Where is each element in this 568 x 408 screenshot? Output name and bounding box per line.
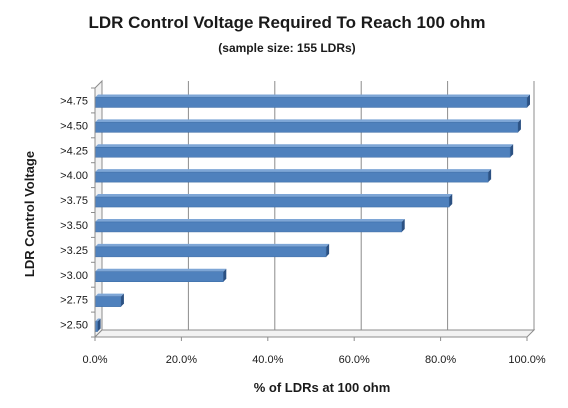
bar (94, 97, 528, 108)
x-tick-label: 100.0% (508, 354, 546, 366)
y-tick-label: >3.50 (60, 220, 88, 232)
bar-side (97, 318, 101, 332)
bar (94, 221, 402, 233)
x-tick-label: 80.0% (425, 354, 456, 366)
bar (94, 147, 511, 158)
bar-top (95, 169, 492, 173)
bar-side (449, 194, 453, 208)
bar (94, 296, 122, 307)
chart-subtitle: (sample size: 155 LDRs) (218, 41, 355, 55)
x-tick-label: 0.0% (82, 354, 107, 366)
chart-title: LDR Control Voltage Required To Reach 10… (88, 13, 485, 32)
bar-top (95, 318, 101, 322)
bar-top (95, 194, 453, 198)
bar-side (223, 268, 227, 282)
y-tick-label: >2.50 (60, 320, 88, 332)
x-axis-floor (93, 329, 536, 338)
y-tick-label: >2.75 (60, 295, 88, 307)
bar (94, 246, 327, 258)
y-tick-label: >3.75 (60, 195, 88, 207)
bar (94, 271, 224, 282)
bar-side (401, 218, 405, 232)
bar-side (120, 293, 124, 307)
y-tick-label: >3.00 (60, 270, 88, 282)
x-tick-label: 20.0% (166, 354, 197, 366)
x-tick-label: 60.0% (339, 354, 370, 366)
bar-top (95, 218, 405, 222)
bar-top (95, 293, 124, 297)
bar-top (95, 119, 521, 123)
bar (94, 122, 519, 133)
bar-side (527, 94, 530, 108)
bar-side (510, 144, 514, 158)
x-axis-title: % of LDRs at 100 ohm (254, 380, 391, 395)
y-tick-label: >4.50 (60, 120, 88, 132)
bar-top (95, 94, 530, 98)
bar-side (517, 119, 521, 133)
bar-top (95, 268, 227, 272)
y-axis-title: LDR Control Voltage (22, 151, 37, 277)
x-tick-label: 40.0% (252, 354, 283, 366)
bar (94, 196, 450, 208)
plot-area: >2.50 >2.75 >3.00 >3.25 >3.50 >3.75 >4.00 >4.25… (60, 79, 546, 366)
bar-top (95, 243, 330, 247)
y-tick-label: >4.75 (60, 95, 88, 107)
bar (94, 171, 489, 183)
y-tick-label: >4.25 (60, 145, 88, 157)
y-tick-label: >4.00 (60, 170, 88, 182)
bar-side (488, 169, 492, 183)
bar-top (95, 144, 514, 148)
y-tick-label: >3.25 (60, 245, 88, 257)
bar-side (326, 243, 330, 257)
